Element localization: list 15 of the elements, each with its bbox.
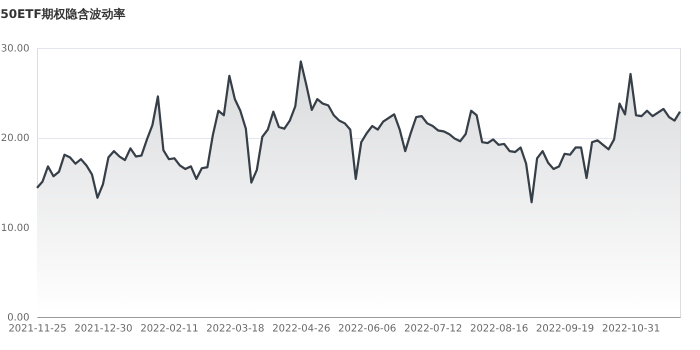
x-tick-label: 2022-02-11: [140, 324, 198, 334]
x-tick-label: 2022-09-19: [536, 324, 594, 334]
y-tick-label: 20.00: [0, 133, 30, 144]
y-tick-label: 0.00: [7, 312, 30, 324]
x-tick-label: 2022-03-18: [206, 324, 264, 334]
x-tick-label: 2022-10-31: [602, 324, 660, 334]
x-tick-label: 2021-11-25: [8, 324, 67, 334]
x-tick-label: 2021-12-30: [74, 324, 133, 334]
x-tick-label: 2022-06-06: [338, 324, 396, 334]
x-tick-label: 2022-08-16: [470, 324, 528, 334]
y-tick-label: 30.00: [0, 44, 30, 54]
x-tick-label: 2022-04-26: [272, 324, 330, 334]
x-tick-label: 2022-07-12: [404, 324, 462, 334]
chart-title: 50ETF期权隐含波动率: [0, 7, 126, 21]
y-tick-label: 10.00: [0, 222, 30, 234]
